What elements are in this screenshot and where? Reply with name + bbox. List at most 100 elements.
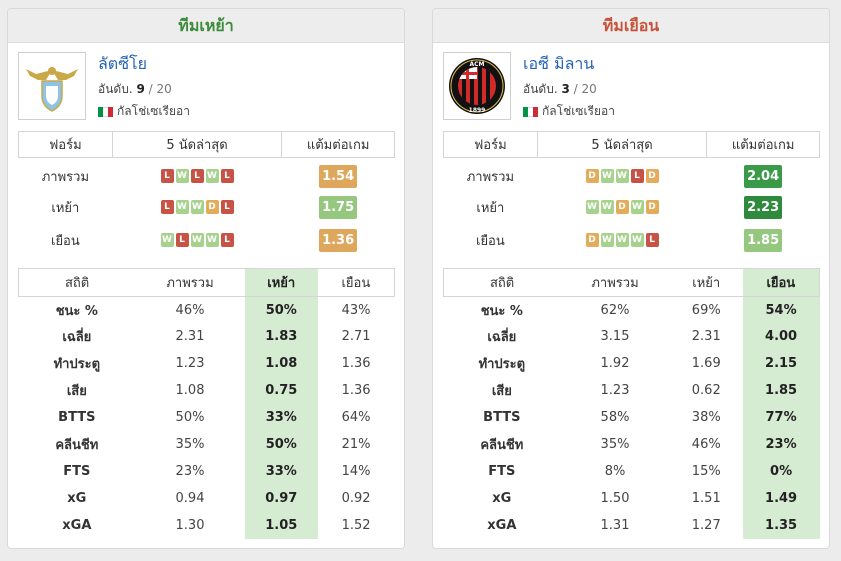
stats-row: BTTS 50% 33% 64% — [19, 404, 395, 431]
form-result-badge[interactable]: D — [205, 200, 219, 214]
form-row: เยือน D W W W L 1.85 — [444, 224, 820, 257]
ppg-cell: 2.23 — [707, 191, 820, 224]
ppg-badge: 1.85 — [744, 228, 783, 252]
stats-row: ทำประตู 1.92 1.69 2.15 — [444, 350, 820, 378]
form-result-badge[interactable]: W — [585, 200, 599, 214]
form-header-form: ฟอร์ม — [443, 131, 538, 158]
rank-total: 20 — [581, 82, 597, 96]
stats-row: BTTS 58% 38% 77% — [444, 404, 820, 431]
team-info: ACM 1899 เอซี มิลาน อันดับ. 3 / 20 กัลโช… — [433, 43, 829, 131]
stats-row: ชนะ % 46% 50% 43% — [19, 296, 395, 324]
form-result-badge[interactable]: L — [175, 233, 189, 247]
form-result-badge[interactable]: W — [615, 233, 629, 247]
form-result-badge[interactable]: L — [160, 200, 174, 214]
stat-label: xG — [492, 490, 512, 506]
form-result-badge[interactable]: D — [645, 200, 659, 214]
form-row-label: เหย้า — [51, 200, 80, 216]
stat-value: 43% — [341, 302, 371, 318]
rank-value: 3 — [561, 82, 570, 96]
stat-value: 54% — [742, 296, 820, 324]
stat-value: 23% — [175, 463, 205, 479]
form-header-form: ฟอร์ม — [18, 131, 113, 158]
stat-value: 50% — [175, 410, 205, 425]
team-name-link[interactable]: ลัตซีโย — [98, 54, 148, 73]
form-table: ฟอร์ม 5 นัดล่าสุด แต้มต่อเกม ภาพรวม L W L W L… — [18, 131, 395, 257]
stat-value: 8% — [604, 463, 626, 479]
stats-row: เสีย 1.08 0.75 1.36 — [19, 377, 395, 405]
form-result-badge[interactable]: L — [190, 169, 204, 184]
stat-label: เสีย — [66, 384, 87, 400]
italy-flag-icon — [523, 106, 538, 117]
stat-value: 0.75 — [244, 377, 318, 405]
away-team-panel: ทีมเยือน ACM 1899 เอ — [432, 8, 830, 549]
form-result-badge[interactable]: L — [220, 200, 234, 214]
stat-label: คลีนชีท — [480, 437, 524, 453]
form-result-badge[interactable]: L — [160, 169, 174, 184]
ppg-cell: 1.75 — [282, 191, 395, 224]
stat-value: 1.52 — [341, 517, 371, 533]
home-team-panel: ทีมเหย้า ลัตซีโย อันดับ. 9 / 20 กัลโช่เซ… — [7, 8, 405, 549]
stat-value: 0% — [742, 457, 820, 485]
stat-label: ชนะ % — [55, 303, 98, 319]
form-result-badge[interactable]: L — [220, 169, 234, 184]
form-row: เหย้า L W W D L 1.75 — [19, 191, 395, 224]
form-result-badge[interactable]: W — [630, 200, 644, 214]
form-result-badge[interactable]: W — [175, 169, 189, 184]
stat-value: 1.31 — [600, 517, 630, 533]
stats-header-home: เหย้า — [244, 268, 318, 297]
form-result-badge[interactable]: W — [175, 200, 189, 214]
team-info: ลัตซีโย อันดับ. 9 / 20 กัลโช่เซเรียอา — [8, 43, 404, 131]
form-result-badge[interactable]: W — [190, 200, 204, 214]
form-header-last5: 5 นัดล่าสุด — [111, 131, 283, 158]
form-result-badge[interactable]: W — [630, 233, 644, 247]
form-result-badge[interactable]: W — [600, 169, 614, 184]
form-result-badge[interactable]: D — [615, 200, 629, 214]
form-result-badge[interactable]: W — [615, 169, 629, 184]
form-result-badge[interactable]: W — [600, 233, 614, 247]
stat-value: 14% — [341, 463, 371, 479]
form-result-badge[interactable]: W — [160, 233, 174, 247]
form-result-badge[interactable]: D — [645, 169, 659, 184]
stat-value: 1.08 — [175, 383, 205, 399]
stat-value: 64% — [341, 410, 371, 425]
form-row-label: เหย้า — [476, 200, 505, 216]
ac-milan-crest-icon[interactable]: ACM 1899 — [443, 52, 511, 120]
form-result-badge[interactable]: W — [600, 200, 614, 214]
team-rank: อันดับ. 9 / 20 — [98, 80, 172, 99]
form-result-badge[interactable]: L — [645, 233, 659, 247]
stat-label: เฉลี่ย — [62, 330, 92, 346]
stat-value: 50% — [244, 296, 318, 324]
stat-value: 1.08 — [244, 350, 318, 378]
panel-header: ทีมเหย้า — [8, 9, 404, 43]
stat-value: 33% — [244, 404, 318, 431]
ppg-badge: 2.04 — [744, 164, 783, 188]
team-name-link[interactable]: เอซี มิลาน — [523, 54, 595, 73]
form-result-badge[interactable]: L — [220, 233, 234, 247]
form-result-badge[interactable]: L — [630, 169, 644, 184]
stats-row: xGA 1.31 1.27 1.35 — [444, 511, 820, 539]
form-result-badge[interactable]: W — [205, 169, 219, 184]
ppg-badge: 1.54 — [319, 164, 358, 188]
stat-value: 1.85 — [742, 377, 820, 405]
stats-row: xG 1.50 1.51 1.49 — [444, 484, 820, 512]
lazio-eagle-crest-icon[interactable] — [18, 52, 86, 120]
form-result-badge[interactable]: D — [585, 169, 599, 184]
stat-value: 0.94 — [175, 490, 205, 506]
form-result-badge[interactable]: W — [190, 233, 204, 247]
rank-label: อันดับ. — [98, 82, 133, 96]
ppg-cell: 1.36 — [282, 224, 395, 257]
form-header-ppg: แต้มต่อเกม — [281, 131, 395, 158]
stats-table: สถิติ ภาพรวม เหย้า เยือน ชนะ % 46% 50% 43% เ… — [18, 268, 395, 539]
stat-value: 1.05 — [244, 511, 318, 539]
form-table: ฟอร์ม 5 นัดล่าสุด แต้มต่อเกม ภาพรวม D W W L D… — [443, 131, 820, 257]
form-row-label: เยือน — [51, 233, 80, 249]
form-result-badge[interactable]: D — [585, 233, 599, 247]
form-result-badge[interactable]: W — [205, 233, 219, 247]
stat-value: 46% — [175, 302, 205, 318]
stat-value: 0.97 — [244, 484, 318, 512]
league-name-link[interactable]: กัลโช่เซเรียอา — [542, 104, 615, 118]
league-name-link[interactable]: กัลโช่เซเรียอา — [117, 104, 190, 118]
